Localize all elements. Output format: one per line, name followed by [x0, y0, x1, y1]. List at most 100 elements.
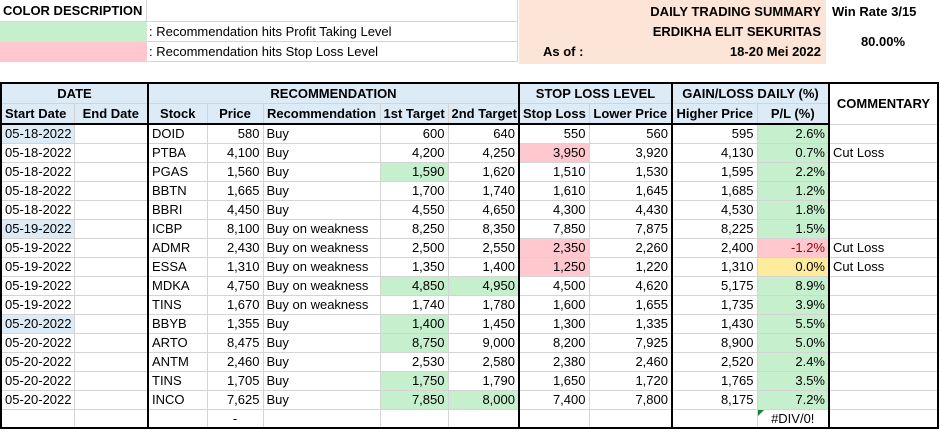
commentary-cell	[828, 370, 939, 391]
stop-loss-cell: 1,510	[518, 161, 590, 182]
higher-price-cell: 4,530	[671, 199, 758, 220]
pl-percent-cell: 3.5%	[756, 370, 830, 391]
higher-price-cell: 4,130	[671, 142, 758, 163]
end-date-cell	[73, 370, 149, 391]
price-cell: 7,625	[206, 389, 264, 410]
start-date-cell: 05-20-2022	[0, 370, 75, 391]
start-date-cell: 05-20-2022	[0, 389, 75, 410]
lower-price-cell: 7,800	[588, 389, 673, 410]
start-date-cell: 05-20-2022	[0, 313, 75, 334]
empty-cell	[379, 408, 449, 429]
pl-percent-cell: -1.2%	[756, 237, 830, 258]
table-row: 05-18-2022 PGAS 1,560 Buy 1,590 1,620 1,510 1,5…	[0, 161, 939, 182]
lower-price-cell: 2,260	[588, 237, 673, 258]
stock-cell: BBYB	[147, 313, 208, 334]
table-row: 05-20-2022 TINS 1,705 Buy 1,750 1,790 1,650 1,7…	[0, 370, 939, 391]
higher-price-cell: 2,520	[671, 351, 758, 372]
recommendation-cell: Buy	[262, 332, 381, 353]
first-target-cell: 8,250	[379, 218, 449, 239]
start-date-cell: 05-18-2022	[0, 123, 75, 144]
end-date-cell	[73, 294, 149, 315]
win-rate-value: 80.00%	[860, 34, 906, 49]
stop-loss-cell: 2,350	[518, 237, 590, 258]
col-recommendation: Recommendation	[262, 102, 381, 125]
commentary-cell	[828, 294, 939, 315]
higher-price-cell: 1,430	[671, 313, 758, 334]
table-row: 05-20-2022 BBYB 1,355 Buy 1,400 1,450 1,300 1,3…	[0, 313, 939, 334]
col-pl-percent: P/L (%)	[756, 102, 830, 125]
stock-cell: TINS	[147, 294, 208, 315]
first-target-cell: 2,500	[379, 237, 449, 258]
stock-cell: BBTN	[147, 180, 208, 201]
stop-loss-cell: 4,500	[518, 275, 590, 296]
end-date-cell	[73, 389, 149, 410]
recommendation-cell: Buy on weakness	[262, 256, 381, 277]
commentary-cell	[828, 123, 939, 144]
stock-cell: ARTO	[147, 332, 208, 353]
table-body: 05-18-2022 DOID 580 Buy 600 640 550 560 595 2.6% 0…	[0, 123, 939, 429]
lower-price-cell: 1,530	[588, 161, 673, 182]
higher-price-cell: 595	[671, 123, 758, 144]
first-target-cell: 4,550	[379, 199, 449, 220]
second-target-cell: 1,450	[447, 313, 520, 334]
price-cell: 1,670	[206, 294, 264, 315]
second-target-cell: 4,950	[447, 275, 520, 296]
table-row: 05-20-2022 INCO 7,625 Buy 7,850 8,000 7,400 7,8…	[0, 389, 939, 410]
table-row: 05-20-2022 ANTM 2,460 Buy 2,530 2,580 2,380 2,4…	[0, 351, 939, 372]
lower-price-cell: 1,335	[588, 313, 673, 334]
lower-price-cell: 560	[588, 123, 673, 144]
higher-price-cell: 2,400	[671, 237, 758, 258]
commentary-cell	[828, 199, 939, 220]
pl-percent-cell: 8.9%	[756, 275, 830, 296]
second-target-cell: 9,000	[447, 332, 520, 353]
stock-cell: MDKA	[147, 275, 208, 296]
pl-percent-cell: 2.6%	[756, 123, 830, 144]
higher-price-cell: 8,225	[671, 218, 758, 239]
lower-price-cell: 1,220	[588, 256, 673, 277]
stop-loss-cell: 1,250	[518, 256, 590, 277]
empty-cell	[262, 408, 381, 429]
start-date-cell: 05-18-2022	[0, 180, 75, 201]
price-cell: 1,665	[206, 180, 264, 201]
first-target-cell: 2,530	[379, 351, 449, 372]
group-header-date: DATE	[0, 82, 149, 104]
col-first-target: 1st Target	[379, 102, 449, 125]
color-description-title: COLOR DESCRIPTION	[0, 0, 147, 22]
start-date-cell: 05-18-2022	[0, 199, 75, 220]
stop-loss-cell: 7,400	[518, 389, 590, 410]
summary-date-range: 18-20 Mei 2022	[729, 44, 821, 59]
higher-price-cell: 8,900	[671, 332, 758, 353]
price-cell: 4,100	[206, 142, 264, 163]
pl-percent-cell: 2.4%	[756, 351, 830, 372]
higher-price-cell: 1,765	[671, 370, 758, 391]
price-cell: 2,460	[206, 351, 264, 372]
second-target-cell: 2,550	[447, 237, 520, 258]
end-date-cell	[73, 142, 149, 163]
higher-price-cell: 1,735	[671, 294, 758, 315]
lower-price-cell: 2,460	[588, 351, 673, 372]
start-date-cell: 05-19-2022	[0, 275, 75, 296]
lower-price-cell: 4,430	[588, 199, 673, 220]
win-rate-label: Win Rate 3/15	[832, 4, 917, 19]
commentary-cell: Cut Loss	[828, 237, 939, 258]
stop-loss-cell: 4,300	[518, 199, 590, 220]
table-row: 05-18-2022 BBRI 4,450 Buy 4,550 4,650 4,300 4,4…	[0, 199, 939, 220]
stop-loss-cell: 1,650	[518, 370, 590, 391]
higher-price-cell: 8,175	[671, 389, 758, 410]
recommendation-cell: Buy on weakness	[262, 294, 381, 315]
end-date-cell	[73, 256, 149, 277]
summary-title: DAILY TRADING SUMMARY	[650, 4, 821, 19]
price-cell: 1,705	[206, 370, 264, 391]
higher-price-cell: 1,310	[671, 256, 758, 277]
stop-loss-cell: 1,610	[518, 180, 590, 201]
recommendation-cell: Buy on weakness	[262, 218, 381, 239]
recommendation-cell: Buy	[262, 313, 381, 334]
first-target-cell: 1,740	[379, 294, 449, 315]
stock-cell: ESSA	[147, 256, 208, 277]
recommendation-cell: Buy	[262, 142, 381, 163]
stoploss-color-swatch	[0, 42, 147, 62]
recommendation-cell: Buy	[262, 351, 381, 372]
second-target-cell: 1,620	[447, 161, 520, 182]
pl-percent-cell: 0.7%	[756, 142, 830, 163]
end-date-cell	[73, 351, 149, 372]
